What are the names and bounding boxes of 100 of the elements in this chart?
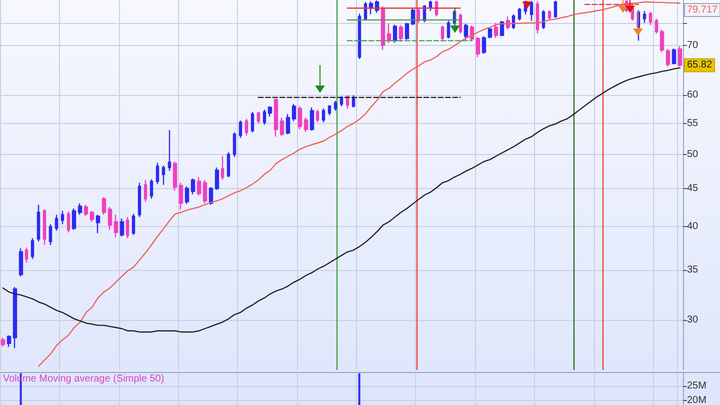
candlestick — [274, 98, 278, 138]
candlestick — [90, 210, 94, 222]
line-series — [2, 67, 681, 333]
candlestick — [178, 182, 184, 210]
candlestick — [196, 176, 202, 196]
candlestick — [440, 24, 444, 42]
candlestick — [410, 8, 416, 26]
candlestick — [642, 10, 646, 24]
candlestick — [262, 109, 266, 126]
candlestick — [120, 218, 124, 238]
candlestick — [322, 108, 326, 123]
candlestick — [316, 109, 320, 123]
candlestick — [78, 202, 82, 216]
candlestick — [392, 24, 398, 44]
candlestick — [428, 0, 432, 12]
candlestick — [476, 36, 480, 58]
candlestick — [12, 286, 18, 349]
y-tick-label: 50 — [687, 148, 699, 160]
candlestick — [190, 178, 196, 195]
candlestick — [328, 104, 332, 116]
annotation: 65.82 — [687, 60, 712, 71]
candlestick — [108, 206, 112, 230]
candlestick — [54, 214, 58, 232]
candlestick — [416, 8, 420, 24]
candlestick — [220, 156, 224, 181]
candlestick — [512, 14, 516, 30]
candlestick — [48, 224, 52, 246]
candlestick — [202, 179, 208, 204]
candlestick — [648, 11, 652, 26]
candlestick — [298, 106, 302, 130]
candlestick — [30, 238, 34, 260]
candlestick — [554, 0, 558, 18]
candlestick — [368, 0, 374, 16]
candlestick — [60, 210, 64, 225]
candlestick — [386, 23, 392, 44]
y-tick-label: 25M — [687, 380, 706, 392]
candlestick — [18, 248, 24, 278]
candlestick — [250, 111, 254, 134]
y-tick-label: 70 — [687, 40, 699, 51]
y-tick-label: 35 — [687, 264, 699, 276]
candlestick — [672, 48, 676, 65]
y-tick-label: 55 — [687, 118, 699, 129]
candlestick — [144, 179, 148, 202]
candlestick — [138, 182, 142, 218]
candlestick — [268, 106, 272, 118]
candlestick — [172, 160, 178, 192]
candlestick — [132, 213, 136, 236]
candlestick — [208, 186, 214, 206]
y-tick-label: 30 — [687, 314, 699, 326]
candlestick — [548, 10, 552, 21]
candlestick — [36, 204, 40, 242]
candlestick — [6, 334, 12, 348]
candlestick — [488, 26, 492, 40]
candlestick — [66, 211, 70, 233]
candlestick — [464, 23, 468, 40]
candlestick — [346, 94, 350, 110]
candlestick — [666, 48, 670, 68]
candlestick — [286, 114, 290, 135]
candlestick — [446, 20, 450, 40]
candlestick — [482, 36, 486, 54]
candlestick — [96, 214, 100, 234]
candlestick — [352, 94, 356, 108]
candlestick — [226, 152, 230, 178]
candlestick — [280, 117, 284, 137]
candlestick — [84, 204, 88, 217]
candlestick — [678, 46, 682, 67]
candlestick — [660, 28, 664, 53]
candlestick — [42, 208, 46, 246]
candlestick — [126, 216, 130, 239]
candlestick — [536, 0, 540, 34]
candlestick — [156, 162, 160, 185]
candlestick — [398, 24, 404, 42]
candlestick — [24, 246, 28, 264]
y-tick-label: 20M — [687, 395, 706, 405]
candlestick — [102, 196, 106, 216]
candlestick — [168, 129, 172, 172]
candlestick — [404, 22, 410, 40]
candlestick — [238, 120, 242, 138]
candlestick — [150, 178, 154, 200]
candlestick — [232, 132, 236, 158]
candlestick — [256, 111, 260, 124]
candlestick — [518, 8, 522, 21]
candlestick — [162, 164, 166, 186]
candlestick — [494, 22, 498, 39]
candlestick — [542, 10, 546, 30]
candlestick — [458, 12, 462, 34]
candlestick — [530, 0, 534, 22]
candlestick — [72, 208, 76, 230]
y-tick-label: 60 — [687, 90, 699, 101]
candlestick — [292, 103, 296, 122]
candlestick — [334, 100, 338, 112]
candlestick — [358, 12, 362, 60]
candlestick — [114, 214, 118, 238]
candlestick — [304, 117, 308, 132]
y-tick-label: 40 — [687, 221, 699, 232]
text: 79.717 — [687, 4, 718, 16]
candlestick — [310, 106, 314, 132]
candlestick — [214, 166, 220, 191]
candlestick — [654, 18, 658, 34]
line-series — [38, 0, 681, 367]
